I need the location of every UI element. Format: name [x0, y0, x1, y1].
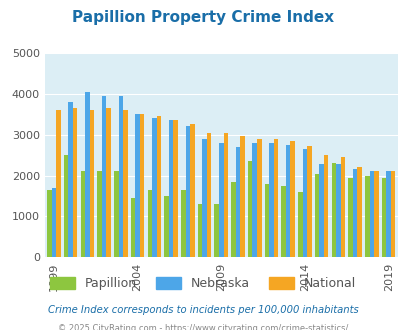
- Bar: [252, 143, 256, 257]
- Bar: [80, 172, 85, 257]
- Bar: [130, 198, 135, 257]
- Bar: [364, 176, 369, 257]
- Bar: [68, 102, 72, 257]
- Text: Crime Index corresponds to incidents per 100,000 inhabitants: Crime Index corresponds to incidents per…: [47, 305, 358, 315]
- Bar: [156, 116, 161, 257]
- Text: © 2025 CityRating.com - https://www.cityrating.com/crime-statistics/: © 2025 CityRating.com - https://www.city…: [58, 324, 347, 330]
- Bar: [135, 114, 139, 257]
- Bar: [164, 196, 168, 257]
- Bar: [347, 178, 352, 257]
- Bar: [285, 145, 290, 257]
- Bar: [214, 204, 218, 257]
- Bar: [307, 146, 311, 257]
- Bar: [319, 164, 323, 257]
- Bar: [314, 174, 319, 257]
- Bar: [273, 139, 277, 257]
- Bar: [185, 126, 190, 257]
- Legend: Papillion, Nebraska, National: Papillion, Nebraska, National: [45, 272, 360, 295]
- Bar: [139, 114, 144, 257]
- Bar: [290, 141, 294, 257]
- Bar: [269, 143, 273, 257]
- Bar: [168, 120, 173, 257]
- Bar: [152, 118, 156, 257]
- Bar: [72, 108, 77, 257]
- Bar: [323, 155, 328, 257]
- Bar: [281, 186, 285, 257]
- Bar: [173, 120, 177, 257]
- Bar: [381, 178, 386, 257]
- Bar: [264, 184, 269, 257]
- Bar: [106, 108, 111, 257]
- Bar: [356, 167, 361, 257]
- Bar: [390, 172, 394, 257]
- Bar: [147, 190, 152, 257]
- Bar: [240, 136, 244, 257]
- Bar: [56, 110, 60, 257]
- Text: Papillion Property Crime Index: Papillion Property Crime Index: [72, 10, 333, 25]
- Bar: [256, 139, 261, 257]
- Bar: [235, 147, 240, 257]
- Bar: [206, 133, 211, 257]
- Bar: [85, 92, 90, 257]
- Bar: [297, 192, 302, 257]
- Bar: [114, 172, 118, 257]
- Bar: [123, 110, 127, 257]
- Bar: [181, 190, 185, 257]
- Bar: [335, 164, 340, 257]
- Bar: [386, 172, 390, 257]
- Bar: [352, 169, 356, 257]
- Bar: [247, 161, 252, 257]
- Bar: [90, 110, 94, 257]
- Bar: [340, 157, 344, 257]
- Bar: [302, 149, 307, 257]
- Bar: [190, 124, 194, 257]
- Bar: [97, 172, 102, 257]
- Bar: [223, 133, 228, 257]
- Bar: [118, 96, 123, 257]
- Bar: [47, 190, 51, 257]
- Bar: [218, 143, 223, 257]
- Bar: [331, 163, 335, 257]
- Bar: [373, 172, 378, 257]
- Bar: [231, 182, 235, 257]
- Bar: [202, 139, 206, 257]
- Bar: [197, 204, 202, 257]
- Bar: [51, 188, 56, 257]
- Bar: [369, 172, 373, 257]
- Bar: [64, 155, 68, 257]
- Bar: [102, 96, 106, 257]
